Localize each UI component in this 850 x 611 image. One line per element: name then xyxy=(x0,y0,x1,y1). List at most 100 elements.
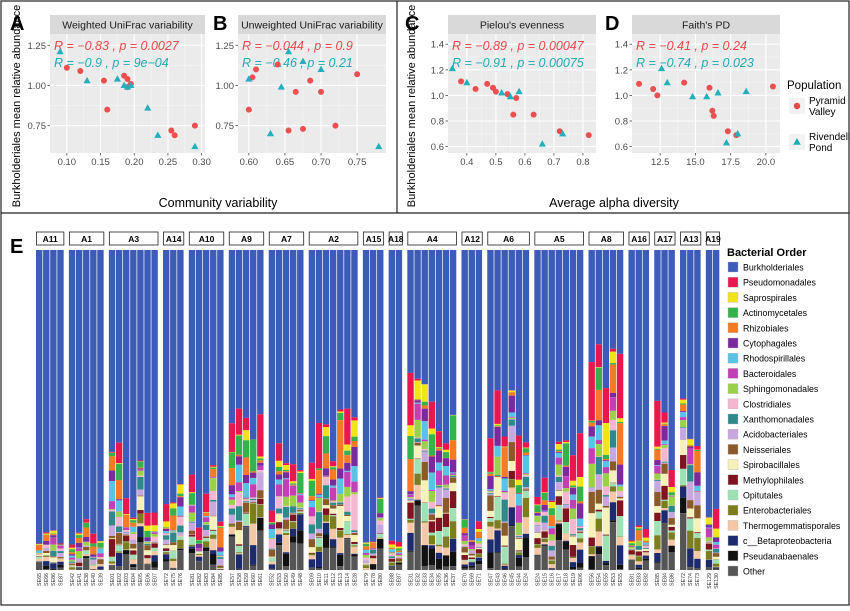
bar-segment xyxy=(151,534,157,537)
sample-label: SE79 xyxy=(364,573,370,586)
point-pyramid-valley xyxy=(484,81,490,87)
bar-segment xyxy=(494,476,500,477)
bar-segment xyxy=(337,528,343,530)
bar-segment xyxy=(617,485,623,487)
bar-segment xyxy=(563,504,569,505)
y-tick-label: 1.2 xyxy=(431,65,444,76)
correlation-stat: R = −0.89 , p = 0.00047 xyxy=(452,39,585,53)
bar-segment xyxy=(549,564,555,568)
bar-segment-burkholderiales xyxy=(189,250,195,475)
bar-segment xyxy=(250,484,256,497)
bar-segment xyxy=(556,451,562,452)
bar-segment xyxy=(549,515,555,526)
bar-segment xyxy=(269,539,275,549)
bar-segment xyxy=(487,522,493,527)
point-pyramid-valley xyxy=(253,66,259,72)
legend-swatch xyxy=(728,429,738,439)
legend-swatch xyxy=(728,262,738,272)
bar-segment xyxy=(541,544,547,545)
bar-segment xyxy=(309,553,315,554)
correlation-stat: R = −0.74 , p = 0.023 xyxy=(636,56,754,70)
bar-segment xyxy=(290,543,296,570)
bar-segment xyxy=(377,538,383,539)
bar-segment-burkholderiales xyxy=(713,250,719,509)
bar-segment xyxy=(170,515,176,530)
x-tick-label: 0.8 xyxy=(576,157,589,168)
bar-segment xyxy=(290,514,296,515)
x-tick-label: 0.60 xyxy=(240,157,259,168)
bar-segment xyxy=(549,569,555,570)
bar-segment xyxy=(596,344,602,367)
bar-segment xyxy=(570,562,576,567)
bar-segment xyxy=(130,555,136,559)
sample-label: SE82 xyxy=(197,573,203,586)
bar-segment xyxy=(713,564,719,567)
point-pyramid-valley xyxy=(681,80,687,86)
bar-segment-burkholderiales xyxy=(687,250,693,439)
bar-segment xyxy=(628,540,634,541)
legend-label: Actinomycetales xyxy=(743,308,808,318)
bar-segment xyxy=(588,448,594,464)
bar-segment xyxy=(337,502,343,503)
bar-segment xyxy=(177,496,183,497)
bar-segment xyxy=(414,438,420,442)
legend-swatch xyxy=(728,399,738,409)
bar-segment xyxy=(276,528,282,529)
bar-segment xyxy=(610,470,616,482)
bar-segment xyxy=(713,509,719,529)
bar-segment xyxy=(144,513,150,526)
bar-segment xyxy=(36,556,42,557)
bar-segment xyxy=(523,477,529,487)
bar-segment xyxy=(643,549,649,551)
bar-segment xyxy=(476,541,482,544)
bar-segment xyxy=(429,549,435,566)
bar-segment xyxy=(654,481,660,492)
bar-segment xyxy=(563,541,569,542)
bar-segment xyxy=(283,465,289,470)
sample-label: SE12 xyxy=(331,573,337,586)
bar-segment xyxy=(556,452,562,453)
bar-segment-burkholderiales xyxy=(596,250,602,344)
bar-segment xyxy=(97,553,103,557)
bar-segment xyxy=(509,417,515,418)
bar-segment xyxy=(443,555,449,566)
bar-segment xyxy=(577,487,583,502)
bar-segment xyxy=(661,440,667,444)
bar-segment xyxy=(603,535,609,536)
bar-segment xyxy=(414,500,420,501)
bar-segment xyxy=(407,520,413,523)
bar-segment xyxy=(487,490,493,491)
bar-segment xyxy=(217,559,223,565)
bar-segment xyxy=(243,430,249,440)
bar-segment xyxy=(549,502,555,508)
group-label: A16 xyxy=(631,234,647,244)
bar-segment-burkholderiales xyxy=(276,250,282,443)
bar-segment xyxy=(189,523,195,531)
bar-segment xyxy=(661,462,667,463)
bar-segment xyxy=(494,427,500,446)
bar-segment xyxy=(654,474,660,480)
sample-label: SE31 xyxy=(408,573,414,586)
bar-segment xyxy=(687,465,693,482)
bar-segment xyxy=(654,492,660,506)
bar-segment xyxy=(706,550,712,551)
bar-segment xyxy=(76,568,82,569)
bar-segment xyxy=(414,485,420,500)
bar-segment-burkholderiales xyxy=(443,250,449,443)
legend-swatch xyxy=(728,520,738,530)
bar-segment xyxy=(516,555,522,558)
bar-segment xyxy=(516,535,522,536)
correlation-stat: R = −0.91 , p = 0.00075 xyxy=(452,56,584,70)
point-pyramid-valley xyxy=(650,86,656,92)
point-pyramid-valley xyxy=(711,113,717,119)
bar-segment xyxy=(563,522,569,533)
bar-segment xyxy=(163,529,169,531)
bar-segment xyxy=(76,538,82,543)
bar-segment xyxy=(596,420,602,425)
sample-label: SE17 xyxy=(557,573,563,586)
bar-segment-burkholderiales xyxy=(57,250,63,543)
bar-segment xyxy=(116,443,122,463)
bar-segment xyxy=(450,539,456,552)
bar-segment xyxy=(461,536,467,541)
bar-segment xyxy=(396,561,402,562)
